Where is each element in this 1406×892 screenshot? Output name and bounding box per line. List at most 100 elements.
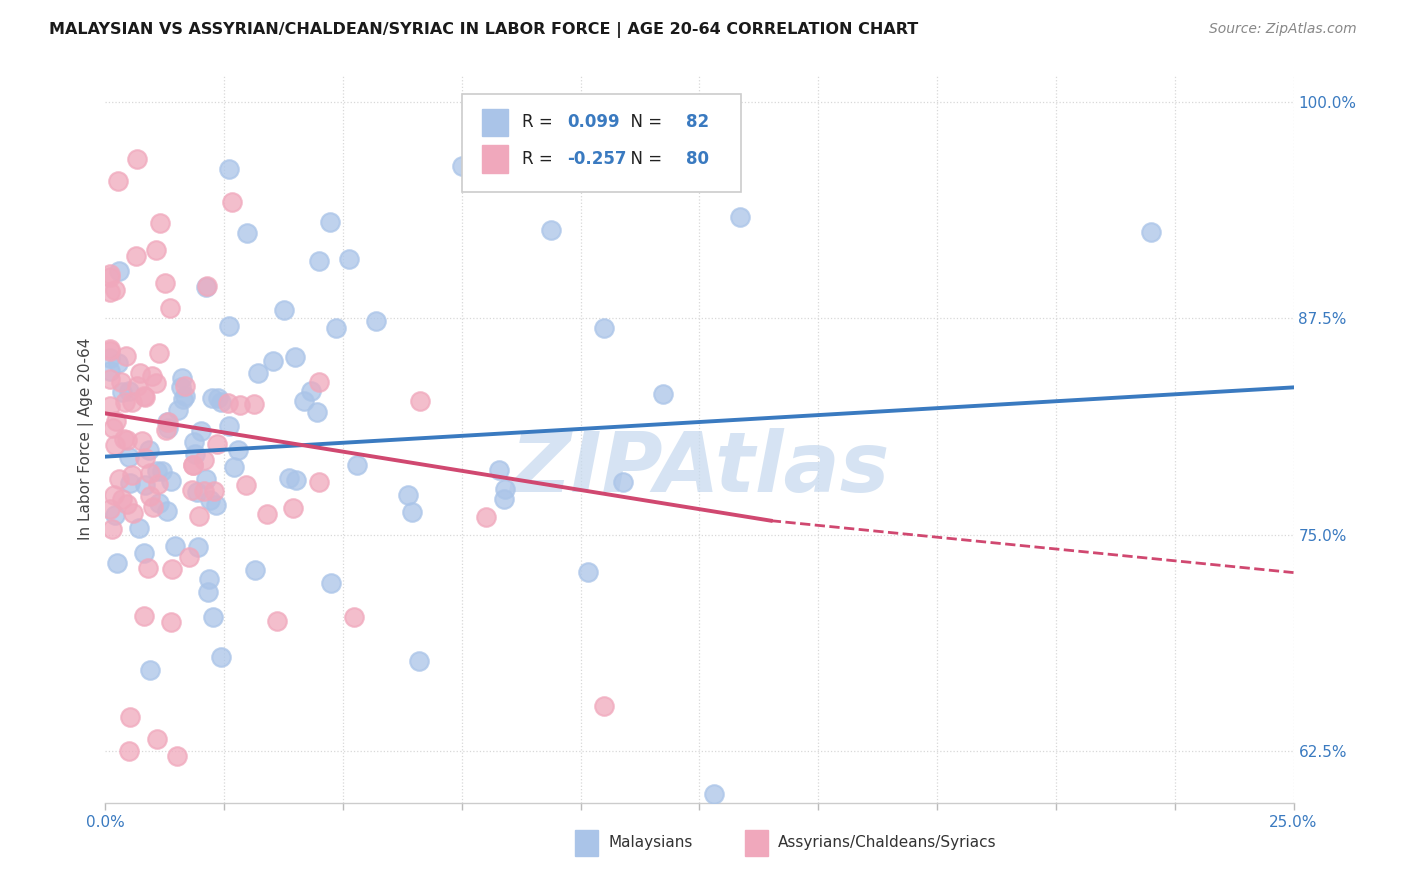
Point bbox=[308, 253, 330, 268]
Point bbox=[172, 392, 194, 406]
Point bbox=[118, 710, 141, 724]
Point bbox=[170, 380, 193, 394]
Point bbox=[105, 556, 128, 570]
Text: Assyrians/Chaldeans/Syriacs: Assyrians/Chaldeans/Syriacs bbox=[778, 835, 997, 850]
Point bbox=[540, 222, 562, 236]
Point bbox=[408, 654, 430, 668]
Point bbox=[122, 506, 145, 520]
Point bbox=[155, 423, 177, 437]
Point bbox=[273, 302, 295, 317]
Point bbox=[157, 421, 180, 435]
Point bbox=[305, 405, 328, 419]
Point bbox=[98, 344, 121, 359]
Point bbox=[165, 539, 187, 553]
Point bbox=[218, 318, 240, 333]
Point bbox=[173, 378, 195, 392]
Point bbox=[114, 349, 136, 363]
Point bbox=[111, 492, 134, 507]
Point bbox=[494, 492, 516, 507]
FancyBboxPatch shape bbox=[461, 94, 741, 192]
Point bbox=[146, 464, 169, 478]
Point bbox=[193, 453, 215, 467]
Point bbox=[128, 366, 150, 380]
Point bbox=[285, 473, 308, 487]
Text: R =: R = bbox=[523, 113, 558, 131]
Point bbox=[146, 476, 169, 491]
Point bbox=[474, 510, 496, 524]
Point bbox=[194, 280, 217, 294]
Point bbox=[308, 376, 330, 390]
Point bbox=[134, 389, 156, 403]
Point bbox=[115, 497, 138, 511]
Point bbox=[146, 731, 169, 746]
Point bbox=[337, 252, 360, 267]
Point bbox=[159, 474, 181, 488]
Point bbox=[98, 502, 121, 516]
Text: N =: N = bbox=[620, 150, 668, 168]
Point bbox=[235, 477, 257, 491]
Point bbox=[153, 277, 176, 291]
Point bbox=[104, 283, 127, 297]
Point bbox=[494, 482, 516, 496]
Point bbox=[118, 450, 141, 465]
Text: 80: 80 bbox=[686, 150, 710, 168]
Bar bbox=[482, 109, 508, 136]
Point bbox=[156, 504, 179, 518]
Point bbox=[139, 489, 162, 503]
Point bbox=[98, 351, 121, 365]
Point bbox=[166, 749, 188, 764]
Point bbox=[174, 388, 197, 402]
Point bbox=[121, 395, 143, 409]
Point bbox=[218, 419, 240, 434]
Point bbox=[278, 471, 301, 485]
Point bbox=[209, 649, 232, 664]
Point bbox=[284, 351, 307, 365]
Text: R =: R = bbox=[523, 150, 558, 168]
Point bbox=[396, 488, 419, 502]
Point bbox=[104, 414, 127, 428]
Point bbox=[159, 301, 181, 315]
Point bbox=[299, 384, 322, 398]
Text: -0.257: -0.257 bbox=[568, 150, 627, 168]
Text: 0.099: 0.099 bbox=[568, 113, 620, 131]
Point bbox=[142, 500, 165, 514]
Point bbox=[134, 451, 156, 466]
Point bbox=[138, 466, 160, 480]
Point bbox=[186, 484, 208, 499]
Point bbox=[100, 285, 122, 299]
Point bbox=[262, 354, 284, 368]
Point bbox=[101, 521, 124, 535]
Point bbox=[209, 395, 232, 409]
Point bbox=[202, 483, 225, 498]
Point bbox=[488, 463, 510, 477]
Point bbox=[183, 447, 205, 461]
Point bbox=[188, 508, 211, 523]
Point bbox=[118, 476, 141, 491]
Point bbox=[150, 464, 173, 478]
Bar bbox=[575, 830, 599, 855]
Point bbox=[187, 540, 209, 554]
Point bbox=[145, 376, 167, 391]
Point bbox=[125, 379, 148, 393]
Point bbox=[148, 496, 170, 510]
Point bbox=[110, 385, 132, 400]
Point bbox=[138, 443, 160, 458]
Point bbox=[115, 434, 138, 448]
Point bbox=[181, 458, 204, 473]
Point bbox=[177, 550, 200, 565]
Point bbox=[134, 478, 156, 492]
Point bbox=[114, 394, 136, 409]
Point bbox=[194, 472, 217, 486]
Point bbox=[292, 394, 315, 409]
Point bbox=[193, 483, 215, 498]
Point bbox=[728, 210, 751, 224]
Text: Source: ZipAtlas.com: Source: ZipAtlas.com bbox=[1209, 22, 1357, 37]
Point bbox=[198, 572, 221, 586]
Point bbox=[181, 483, 204, 497]
Point bbox=[145, 243, 167, 257]
Point bbox=[593, 321, 616, 335]
Point bbox=[202, 610, 225, 624]
Point bbox=[103, 488, 125, 502]
Point bbox=[149, 216, 172, 230]
Point bbox=[103, 508, 125, 522]
